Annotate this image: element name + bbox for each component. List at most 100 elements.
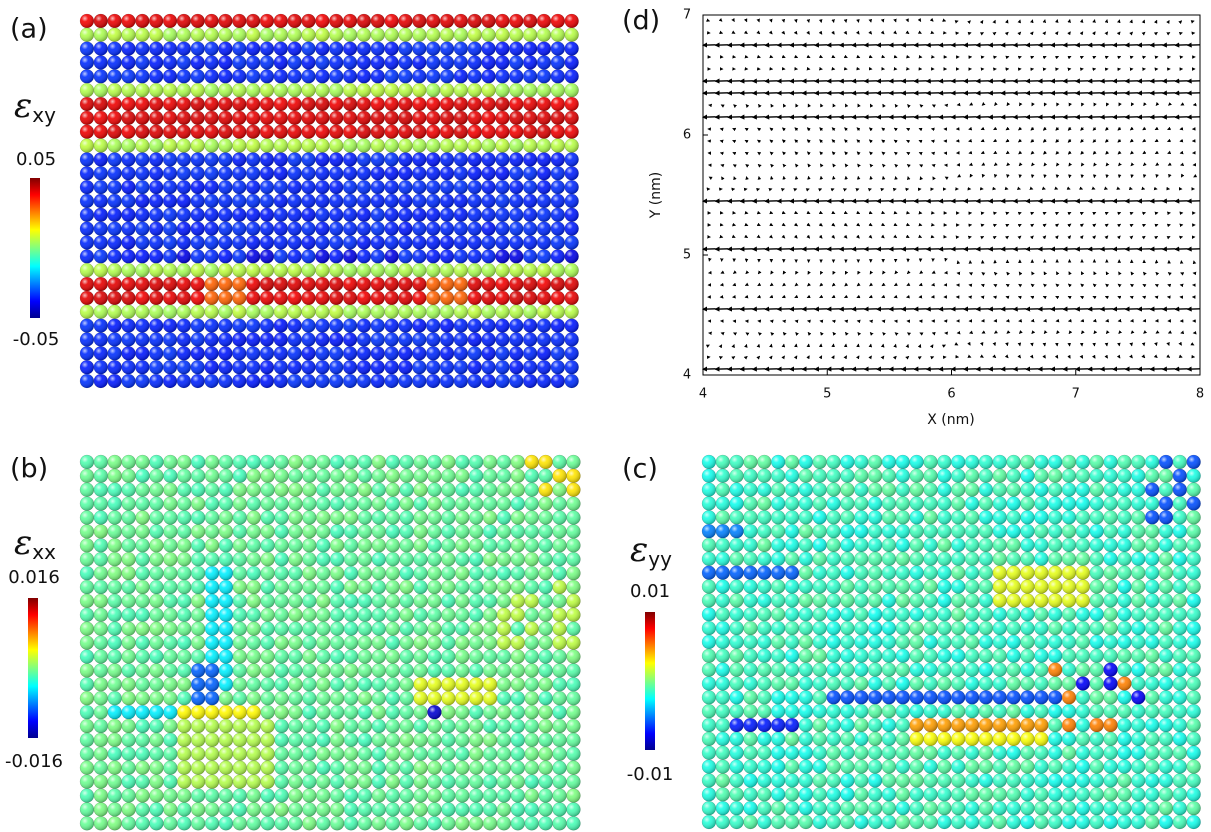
atom-shine: [288, 719, 303, 733]
atom-shine: [743, 635, 758, 649]
atom-shine: [398, 97, 413, 111]
atom-shine: [329, 249, 344, 264]
atom-shine: [483, 510, 497, 525]
atom-shine: [218, 277, 233, 292]
atom-shine: [564, 180, 579, 195]
atom-shine: [495, 83, 510, 98]
atom-shine: [440, 207, 454, 222]
atom-shine: [798, 551, 813, 566]
atom-shine: [552, 510, 567, 525]
atom-shine: [413, 816, 428, 831]
atom-shine: [440, 180, 454, 195]
atom-shine: [868, 593, 883, 608]
atom-shine: [135, 83, 150, 98]
atom-shine: [441, 760, 456, 775]
atom-shine: [495, 152, 510, 167]
atom-shine: [483, 733, 497, 747]
atom-shine: [190, 13, 205, 28]
atom-shine: [218, 27, 233, 42]
atom-shine: [190, 221, 205, 236]
atom-shine: [566, 733, 581, 747]
atom-shine: [107, 496, 122, 511]
atom-shine: [344, 774, 358, 789]
atom-shine: [538, 663, 553, 678]
atom-shine: [1006, 510, 1021, 525]
atom-shine: [288, 677, 303, 692]
atom-shine: [1131, 579, 1146, 594]
atom-shine: [440, 277, 454, 292]
atom-shine: [330, 802, 345, 817]
atom-shine: [163, 277, 177, 292]
atom-shine: [246, 360, 261, 375]
atom-shine: [371, 677, 386, 692]
atom-shine: [427, 538, 442, 553]
atom-shine: [330, 524, 345, 539]
atom-shine: [702, 648, 716, 663]
atom-shine: [826, 551, 841, 566]
atom-shine: [329, 55, 344, 70]
atom-shine: [316, 705, 331, 720]
atom-shine: [163, 360, 177, 375]
atom-shine: [702, 538, 716, 552]
atom-shine: [427, 635, 442, 650]
atom-shine: [274, 788, 289, 803]
atom-shine: [163, 304, 177, 319]
atom-shine: [412, 346, 427, 361]
atom-shine: [523, 124, 538, 139]
atom-shine: [357, 55, 371, 70]
atom-shine: [483, 663, 497, 678]
atom-shine: [1062, 455, 1076, 469]
atom-shine: [483, 607, 497, 622]
atom-shine: [384, 346, 399, 361]
atom-shine: [107, 194, 122, 208]
atom-shine: [399, 635, 414, 650]
atom-shine: [729, 538, 744, 552]
atom-shine: [176, 27, 191, 42]
atom-shine: [895, 482, 910, 497]
atom-shine: [330, 580, 345, 594]
atom-shine: [564, 318, 579, 333]
atom-shine: [288, 580, 303, 594]
atom-shine: [412, 97, 427, 111]
atom-shine: [840, 455, 855, 469]
atom-shine: [412, 124, 427, 139]
atom-shine: [260, 774, 275, 789]
atom-shine: [301, 124, 316, 139]
atom-shine: [497, 774, 511, 789]
atom-shine: [882, 593, 896, 608]
atom-shine: [840, 593, 855, 608]
atom-shine: [135, 13, 150, 28]
atom-shine: [107, 249, 122, 264]
atom-shine: [566, 677, 581, 692]
atom-shine: [537, 277, 551, 292]
atom-shine: [274, 691, 289, 706]
atom-shine: [1117, 455, 1132, 469]
atom-shine: [979, 551, 993, 566]
atom-shine: [552, 580, 567, 594]
atom-shine: [1172, 468, 1187, 483]
atom-shine: [121, 277, 136, 292]
atom-shine: [330, 566, 345, 581]
atom-shine: [121, 110, 136, 125]
atom-shine: [301, 221, 316, 236]
atom-shine: [523, 332, 538, 347]
atom-shine: [510, 733, 525, 747]
atom-shine: [481, 360, 496, 375]
atom-shine: [316, 663, 331, 678]
atom-shine: [566, 691, 581, 706]
atom-shine: [564, 346, 579, 361]
atom-shine: [301, 332, 316, 347]
atom-shine: [453, 277, 468, 292]
atom-shine: [566, 566, 581, 581]
atom-shine: [246, 194, 261, 208]
atom-shine: [135, 69, 150, 84]
atom-shine: [523, 69, 538, 84]
atom-shine: [205, 719, 219, 733]
atom-shine: [149, 635, 164, 650]
atom-shine: [344, 510, 358, 525]
atom-shine: [510, 524, 525, 539]
atom-shine: [135, 374, 150, 388]
atom-shine: [550, 110, 565, 125]
atom-shine: [1172, 579, 1187, 594]
atom-shine: [538, 733, 553, 747]
